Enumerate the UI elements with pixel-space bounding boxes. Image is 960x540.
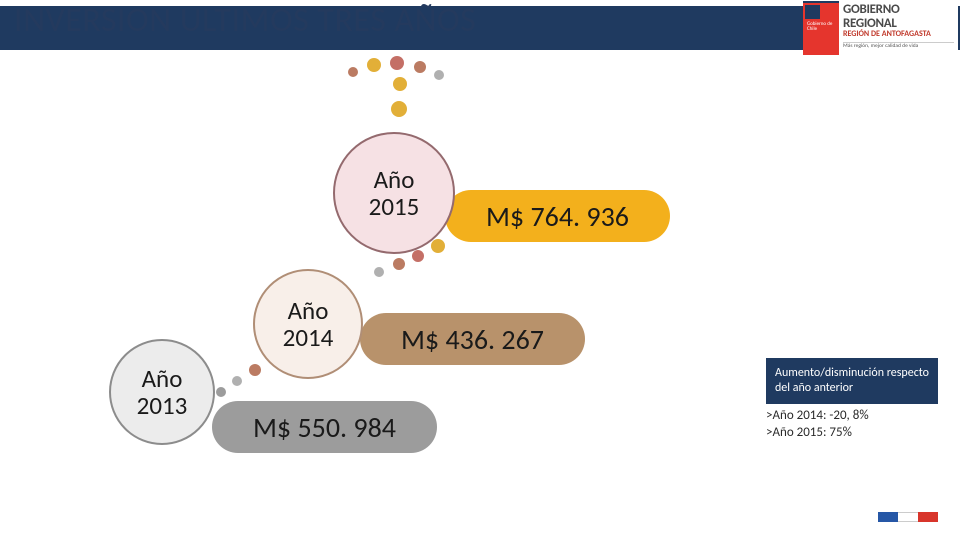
page-title: INVERSION ULTIMOS TRES AÑOS bbox=[14, 0, 476, 41]
gore-line1: GOBIERNO bbox=[843, 3, 954, 17]
year-label: Año2015 bbox=[369, 166, 420, 221]
trail-dot bbox=[232, 376, 242, 386]
value-pill-y2013: M$ 550. 984 bbox=[212, 401, 437, 453]
gore-line2: REGIONAL bbox=[843, 17, 954, 31]
note-lines: >Año 2014: -20, 8% >Año 2015: 75% bbox=[766, 408, 938, 442]
trail-dot bbox=[434, 70, 444, 80]
flag-blue bbox=[878, 512, 898, 522]
trail-dot bbox=[390, 56, 404, 70]
trail-dot bbox=[348, 67, 358, 77]
value-pill-y2014: M$ 436. 267 bbox=[360, 313, 585, 365]
year-label: Año2013 bbox=[137, 365, 188, 420]
flag-red bbox=[918, 512, 938, 522]
logo-block: Gobierno de Chile GOBIERNO REGIONAL REGI… bbox=[803, 1, 958, 55]
flag-white bbox=[898, 512, 918, 522]
note-box-text: Aumento/disminución respecto del año ant… bbox=[775, 366, 929, 395]
trail-dot bbox=[431, 239, 445, 253]
trail-dot bbox=[414, 61, 426, 73]
note-line-2014: >Año 2014: -20, 8% bbox=[766, 408, 938, 425]
chile-flag-strip bbox=[878, 512, 938, 522]
trail-dot bbox=[374, 267, 384, 277]
gore-line3: REGIÓN DE ANTOFAGASTA bbox=[843, 30, 954, 38]
note-line-2015: >Año 2015: 75% bbox=[766, 425, 938, 442]
gobierno-chile-text: Gobierno de Chile bbox=[807, 22, 839, 32]
gobierno-chile-logo: Gobierno de Chile bbox=[803, 1, 839, 55]
trail-dot bbox=[249, 364, 261, 376]
trail-dot bbox=[391, 101, 407, 117]
year-circle-y2015: Año2015 bbox=[333, 132, 455, 254]
trail-dot bbox=[412, 250, 424, 262]
value-pill-y2015: M$ 764. 936 bbox=[445, 190, 670, 242]
year-circle-y2014: Año2014 bbox=[253, 269, 363, 379]
year-label: Año2014 bbox=[283, 297, 334, 352]
trail-dot bbox=[393, 258, 405, 270]
gobierno-regional-logo: GOBIERNO REGIONAL REGIÓN DE ANTOFAGASTA … bbox=[839, 1, 958, 55]
trail-dot bbox=[367, 58, 381, 72]
trail-dot bbox=[216, 387, 226, 397]
trail-dot bbox=[393, 77, 407, 91]
year-circle-y2013: Año2013 bbox=[109, 339, 215, 445]
note-box: Aumento/disminución respecto del año ant… bbox=[766, 358, 938, 404]
gore-tagline: Más región, mejor calidad de vida bbox=[843, 42, 954, 50]
